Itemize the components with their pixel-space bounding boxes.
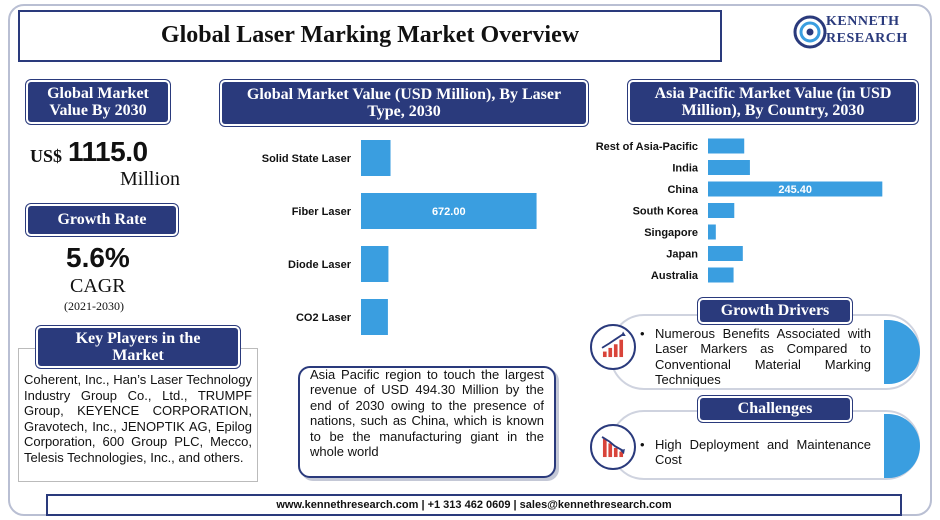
cagr-label: CAGR xyxy=(70,275,126,297)
asia-pacific-chart-title: Asia Pacific Market Value (in USD Millio… xyxy=(630,82,916,122)
laser-type-chart: Solid State Laser Fiber Laser 672.00 Diode … xyxy=(262,140,537,335)
market-value-heading: Global Market Value By 2030 xyxy=(28,82,168,122)
category-label: Australia xyxy=(651,270,699,282)
footer-contact: www.kennethresearch.com | +1 313 462 060… xyxy=(276,499,672,511)
category-label: Diode Laser xyxy=(288,259,352,271)
bar xyxy=(361,299,388,335)
category-label: CO2 Laser xyxy=(296,312,352,324)
challenges-text: High Deployment and Maintenance Cost xyxy=(655,437,871,468)
callout-box xyxy=(298,366,556,478)
bar xyxy=(708,246,743,261)
footer-box xyxy=(46,494,902,516)
category-label: South Korea xyxy=(633,206,699,218)
declining-bar-chart-icon xyxy=(590,424,636,470)
market-value-prefix: US$ xyxy=(30,146,63,166)
bar xyxy=(708,224,716,240)
category-label: Japan xyxy=(666,249,698,261)
data-label: 672.00 xyxy=(432,206,466,218)
players-heading: Key Players in the Market xyxy=(38,328,238,366)
drivers-bullet: • xyxy=(640,326,645,341)
bar xyxy=(708,181,883,197)
bar xyxy=(361,140,391,176)
bar xyxy=(361,246,389,282)
page-title: Global Laser Marking Market Overview xyxy=(160,22,580,48)
challenges-heading: Challenges xyxy=(700,398,850,420)
drivers-text: Numerous Benefits Associated with Laser … xyxy=(655,326,871,388)
category-label: India xyxy=(672,163,699,175)
bar xyxy=(708,203,735,218)
asia-pacific-callout: Asia Pacific region to touch the largest… xyxy=(310,367,544,460)
data-label: 245.40 xyxy=(778,184,812,196)
category-label: Fiber Laser xyxy=(292,206,352,218)
laser-type-chart-title: Global Market Value (USD Million), By La… xyxy=(222,82,586,124)
title-box xyxy=(18,10,722,62)
bar xyxy=(708,267,734,283)
growth-bar-chart-icon xyxy=(590,324,636,370)
logo-line1: KENNETH xyxy=(826,14,900,29)
category-label: Rest of Asia-Pacific xyxy=(596,141,698,153)
category-label: Solid State Laser xyxy=(262,153,352,165)
market-value-number: 1115.0 xyxy=(68,136,148,167)
bar xyxy=(708,160,750,175)
market-value-unit: Million xyxy=(120,168,181,190)
growth-rate-heading: Growth Rate xyxy=(28,206,176,234)
players-list: Coherent, Inc., Han’s Laser Technology I… xyxy=(24,372,252,465)
challenges-card xyxy=(610,410,920,480)
bar xyxy=(708,138,745,154)
asia-pacific-chart: Rest of Asia-Pacific India China 245.40 Sout… xyxy=(596,138,883,283)
cagr-period: (2021-2030) xyxy=(64,299,124,313)
challenges-bullet: • xyxy=(640,437,645,452)
category-label: Singapore xyxy=(644,227,698,239)
category-label: China xyxy=(667,184,698,196)
kenneth-research-logo-icon xyxy=(793,15,827,49)
bar xyxy=(361,193,537,229)
logo-line2: RESEARCH xyxy=(826,31,908,46)
drivers-heading: Growth Drivers xyxy=(700,300,850,322)
cagr-value: 5.6% xyxy=(66,242,130,273)
